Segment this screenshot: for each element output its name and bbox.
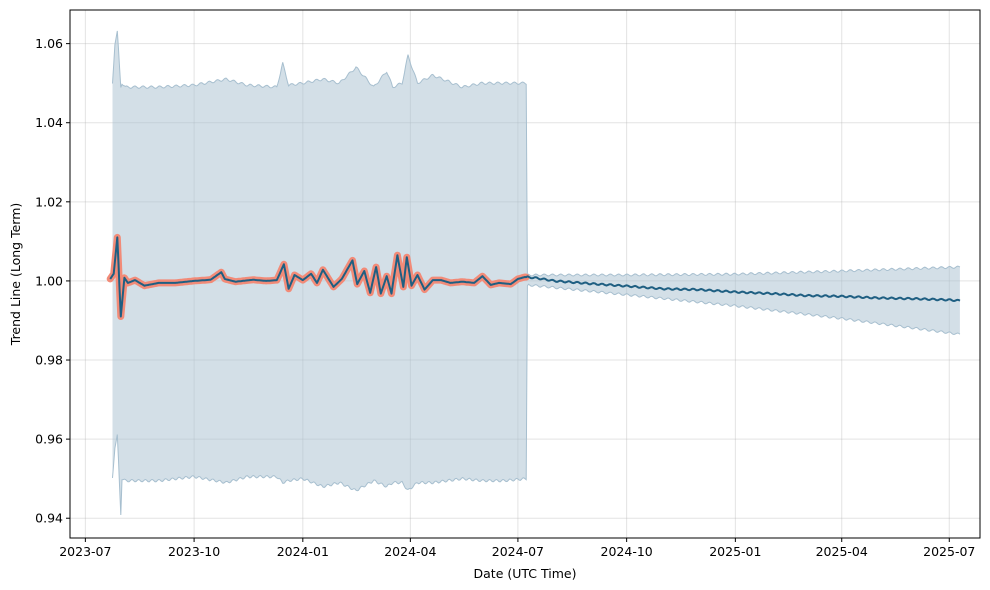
confidence-band (112, 30, 960, 516)
x-tick-label: 2025-04 (816, 544, 868, 559)
x-tick-label: 2024-10 (601, 544, 653, 559)
y-tick-label: 0.96 (35, 432, 63, 447)
plot-frame (69, 9, 981, 539)
y-axis-label: Trend Line (Long Term) (8, 203, 23, 346)
y-tick-label: 0.98 (35, 353, 63, 368)
x-axis-label: Date (UTC Time) (474, 566, 577, 581)
confidence-band-upper-edge (112, 30, 961, 278)
y-tick-label: 1.06 (35, 36, 63, 51)
x-tick-label: 2025-07 (923, 544, 975, 559)
x-tick-label: 2024-04 (384, 544, 436, 559)
trend-line (109, 236, 961, 318)
x-tick-label: 2023-07 (59, 544, 111, 559)
y-tick-label: 0.94 (35, 511, 63, 526)
confidence-band-lower-edge (112, 283, 961, 516)
y-tick-label: 1.02 (35, 194, 63, 209)
y-axis-ticks: 0.94 0.96 0.98 1.00 1.02 1.04 1.06 (35, 36, 70, 526)
x-tick-label: 2024-07 (492, 544, 544, 559)
y-tick-label: 1.00 (35, 273, 63, 288)
y-tick-label: 1.04 (35, 115, 63, 130)
x-tick-label: 2023-10 (168, 544, 220, 559)
x-tick-label: 2025-01 (709, 544, 761, 559)
x-axis-ticks: 2023-07 2023-10 2024-01 2024-04 2024-07 2024-… (59, 538, 975, 559)
x-tick-label: 2024-01 (277, 544, 329, 559)
